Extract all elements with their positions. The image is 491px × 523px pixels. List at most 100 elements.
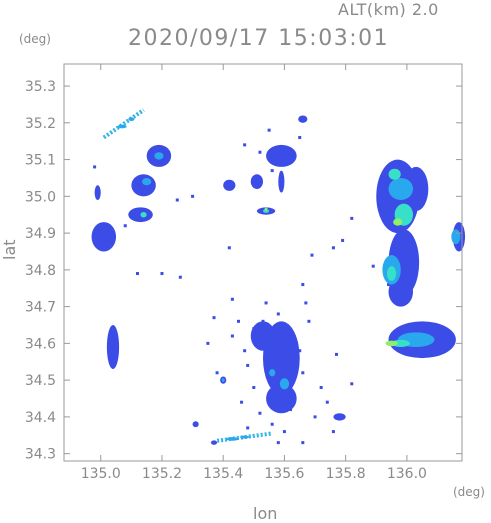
echo-streak bbox=[216, 431, 273, 443]
echo-pixel bbox=[334, 352, 338, 356]
y-tick-label: 34.3 bbox=[25, 447, 56, 463]
y-tick-label: 34.6 bbox=[25, 336, 56, 352]
echo-pixel bbox=[371, 264, 375, 268]
echo-cell bbox=[388, 177, 414, 201]
echo-region bbox=[298, 115, 308, 123]
x-tick-label: 135.4 bbox=[203, 466, 243, 482]
echo-region bbox=[106, 324, 120, 370]
altitude-label: ALT(km) 2.0 bbox=[338, 0, 439, 19]
echo-cell bbox=[385, 340, 398, 347]
timestamp-title: 2020/09/17 15:03:01 bbox=[128, 26, 390, 51]
echo-pixel bbox=[258, 150, 262, 154]
echo-pixel bbox=[267, 128, 271, 132]
echo-region bbox=[266, 383, 297, 414]
echo-cell bbox=[279, 378, 290, 390]
echo-cell bbox=[142, 177, 152, 186]
echo-pixel bbox=[191, 194, 195, 198]
echo-pixel bbox=[341, 238, 345, 242]
echo-pixel bbox=[230, 334, 234, 338]
echo-cell bbox=[140, 211, 147, 218]
echo-region bbox=[91, 222, 117, 252]
x-axis-label: lon bbox=[253, 504, 278, 523]
y-tick-label: 34.8 bbox=[25, 263, 56, 279]
echo-region bbox=[250, 321, 276, 351]
echo-cell bbox=[117, 124, 127, 129]
x-tick-label: 135.6 bbox=[264, 466, 304, 482]
echo-cell bbox=[386, 266, 397, 281]
echo-region bbox=[128, 207, 153, 223]
echo-cell bbox=[263, 209, 270, 213]
echo-pixel bbox=[331, 246, 335, 250]
x-unit-label: (deg) bbox=[453, 485, 485, 499]
echo-pixel bbox=[325, 400, 329, 404]
echo-region bbox=[210, 440, 218, 445]
x-tick-label: 135.0 bbox=[81, 466, 121, 482]
echo-cell bbox=[264, 207, 268, 211]
echo-region bbox=[266, 144, 297, 167]
echo-region bbox=[403, 166, 429, 212]
echo-pixel bbox=[292, 378, 296, 382]
echo-cell bbox=[154, 152, 164, 160]
echo-pixel bbox=[258, 411, 262, 415]
echo-pixel bbox=[175, 198, 179, 202]
x-tick-label: 135.2 bbox=[142, 466, 182, 482]
echo-pixel bbox=[301, 441, 305, 445]
echo-region bbox=[388, 277, 414, 307]
echo-streak-core bbox=[103, 109, 145, 139]
echo-cell bbox=[269, 369, 276, 377]
echo-pixel bbox=[237, 319, 241, 323]
echo-pixel bbox=[246, 426, 250, 430]
echo-cell bbox=[393, 218, 403, 226]
y-tick-label: 35.0 bbox=[25, 189, 56, 205]
echo-pixel bbox=[301, 283, 305, 287]
echo-cell bbox=[226, 437, 239, 441]
echo-cell bbox=[221, 378, 225, 382]
echo-pixel bbox=[123, 224, 127, 228]
x-tick-label: 135.8 bbox=[326, 466, 366, 482]
y-tick-label: 34.7 bbox=[25, 300, 56, 316]
y-tick-label: 34.5 bbox=[25, 373, 56, 389]
echo-pixel bbox=[264, 301, 268, 305]
echo-pixel bbox=[135, 272, 139, 276]
echo-region bbox=[250, 174, 263, 189]
echo-pixel bbox=[270, 169, 274, 173]
echo-pixel bbox=[276, 312, 280, 316]
echo-pixel bbox=[215, 371, 219, 375]
echo-cell bbox=[128, 117, 135, 121]
echo-region bbox=[278, 170, 285, 193]
echo-pixel bbox=[350, 382, 354, 386]
echo-pixel bbox=[227, 246, 231, 250]
echo-pixel bbox=[160, 272, 164, 276]
y-tick-label: 35.3 bbox=[25, 79, 56, 95]
echo-pixel bbox=[319, 385, 323, 389]
echo-region bbox=[131, 174, 156, 197]
echo-cell bbox=[240, 435, 250, 439]
plot-frame bbox=[63, 63, 463, 462]
echo-pixel bbox=[252, 385, 256, 389]
echo-cell bbox=[451, 229, 461, 245]
echo-pixel bbox=[206, 341, 210, 345]
echo-pixel bbox=[276, 441, 280, 445]
echo-pixel bbox=[270, 422, 274, 426]
echo-pixel bbox=[298, 349, 302, 353]
y-tick-label: 35.2 bbox=[25, 116, 56, 132]
echo-pixel bbox=[331, 430, 335, 434]
echo-region bbox=[333, 413, 346, 421]
echo-pixel bbox=[240, 400, 244, 404]
echo-pixel bbox=[289, 408, 293, 412]
echo-pixel bbox=[230, 297, 234, 301]
echo-pixel bbox=[301, 371, 305, 375]
echo-region bbox=[223, 179, 236, 191]
echo-pixel bbox=[252, 327, 256, 331]
echo-pixel bbox=[243, 349, 247, 353]
echo-pixel bbox=[243, 143, 247, 147]
echo-pixel bbox=[289, 334, 293, 338]
x-tick-label: 136.0 bbox=[387, 466, 427, 482]
echo-pixel bbox=[178, 275, 182, 279]
y-tick-label: 35.1 bbox=[25, 153, 56, 169]
tick-layer: 135.0 135.2 135.4 135.6 135.8 136.0 34.3 34.4 34… bbox=[25, 64, 462, 482]
echo-pixel bbox=[212, 316, 216, 320]
echo-pixel bbox=[282, 430, 286, 434]
echo-pixel bbox=[246, 363, 250, 367]
